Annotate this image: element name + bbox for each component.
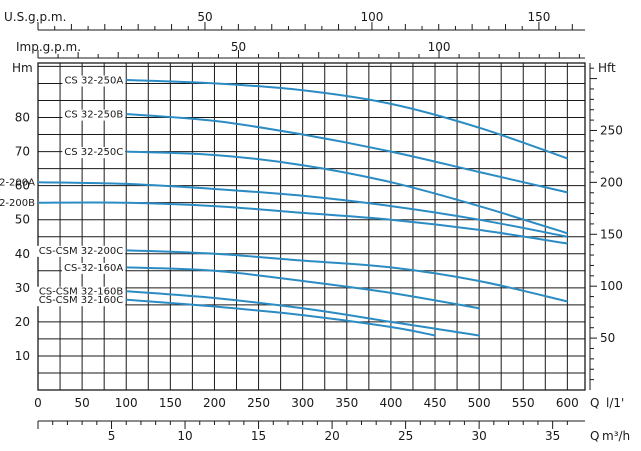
x-axis-quantity: Q (590, 396, 599, 410)
series-label: CS-32-160A (64, 263, 123, 274)
series-label: CS 32-200A (0, 178, 35, 189)
x-top-impgpm-tick-label: 50 (231, 40, 246, 54)
series-label: CS 32-250A (64, 76, 123, 87)
y-tick-label: 50 (15, 213, 30, 227)
x-axis-unit: l/1' (606, 396, 624, 410)
y-tick-label: 10 (15, 349, 30, 363)
x-tick-label: 400 (379, 396, 402, 410)
y-tick-label: 80 (15, 111, 30, 125)
series-label-background (36, 245, 126, 257)
series-label-background (36, 295, 126, 307)
series-line (37, 201, 568, 245)
series-label: CS 32-250B (64, 110, 123, 121)
y-secondary-tick-label: 250 (600, 123, 623, 137)
x-tick-label: 0 (34, 396, 42, 410)
series-label-background (62, 147, 126, 159)
y-tick-label: 70 (15, 145, 30, 159)
series-label: CS 32-200B (0, 198, 35, 209)
x-secondary-tick-label: 20 (324, 429, 339, 443)
x-secondary-quantity: Q (590, 429, 599, 443)
y-tick-label: 60 (15, 179, 30, 193)
curve-labels: CS 32-250A CS 32-250B CS 32-250C CS 32-200A… (0, 75, 126, 307)
x-top-usgpm-tick-label: 100 (360, 10, 383, 24)
series-line (126, 249, 568, 303)
x-tick-label: 200 (203, 396, 226, 410)
x-top-impgpm-tick-label: 100 (428, 40, 451, 54)
x-tick-label: 250 (247, 396, 270, 410)
x-top-usgpm-tick-label: 150 (527, 10, 550, 24)
x-secondary-tick-label: 25 (398, 429, 413, 443)
y-tick-label: 30 (15, 281, 30, 295)
series-line (37, 181, 568, 238)
x-top-usgpm-label: U.S.g.p.m. (4, 10, 66, 24)
y-axis-label: Hm (12, 61, 33, 75)
x-tick-label: 550 (512, 396, 535, 410)
series-label-background (36, 286, 126, 298)
y-secondary-tick-label: 200 (600, 175, 623, 189)
x-tick-label: 350 (335, 396, 358, 410)
series-line (126, 298, 436, 337)
series-label-background (62, 109, 126, 121)
y-secondary-label: Hft (598, 61, 616, 75)
series-line (126, 266, 480, 310)
series-label-background (62, 75, 126, 87)
y-secondary-tick-label: 150 (600, 227, 623, 241)
series-label: CS-CSM 32-200C (39, 246, 123, 257)
series-line (126, 150, 568, 235)
x-tick-label: 450 (424, 396, 447, 410)
series-label-background (62, 262, 126, 274)
x-top-impgpm-label: Imp.g.p.m. (16, 40, 81, 54)
plot-frame (37, 62, 586, 391)
series-label: CS-CSM 32-160C (39, 295, 123, 306)
curves (37, 79, 568, 337)
series-label-background (0, 177, 38, 189)
y-secondary-tick-label: 50 (600, 331, 615, 345)
series-label: CS-CSM 32-160B (39, 287, 123, 298)
x-top-usgpm-tick-label: 50 (197, 10, 212, 24)
x-tick-label: 150 (159, 396, 182, 410)
y-tick-label: 40 (15, 247, 30, 261)
x-tick-label: 300 (291, 396, 314, 410)
series-line (126, 290, 480, 337)
series-label-background (0, 198, 38, 210)
y-secondary-tick-label: 100 (600, 279, 623, 293)
x-tick-label: 500 (468, 396, 491, 410)
x-secondary-tick-label: 10 (177, 429, 192, 443)
x-tick-label: 100 (115, 396, 138, 410)
x-tick-label: 50 (74, 396, 89, 410)
x-tick-label: 600 (556, 396, 579, 410)
series-label: CS 32-250C (64, 147, 123, 158)
x-secondary-tick-label: 15 (251, 429, 266, 443)
x-secondary-unit: m³/h (602, 429, 630, 443)
x-secondary-tick-label: 30 (471, 429, 486, 443)
x-secondary-tick-label: 35 (545, 429, 560, 443)
series-line (126, 113, 568, 194)
series-line (126, 79, 568, 160)
y-tick-label: 20 (15, 315, 30, 329)
x-secondary-tick-label: 5 (108, 429, 116, 443)
